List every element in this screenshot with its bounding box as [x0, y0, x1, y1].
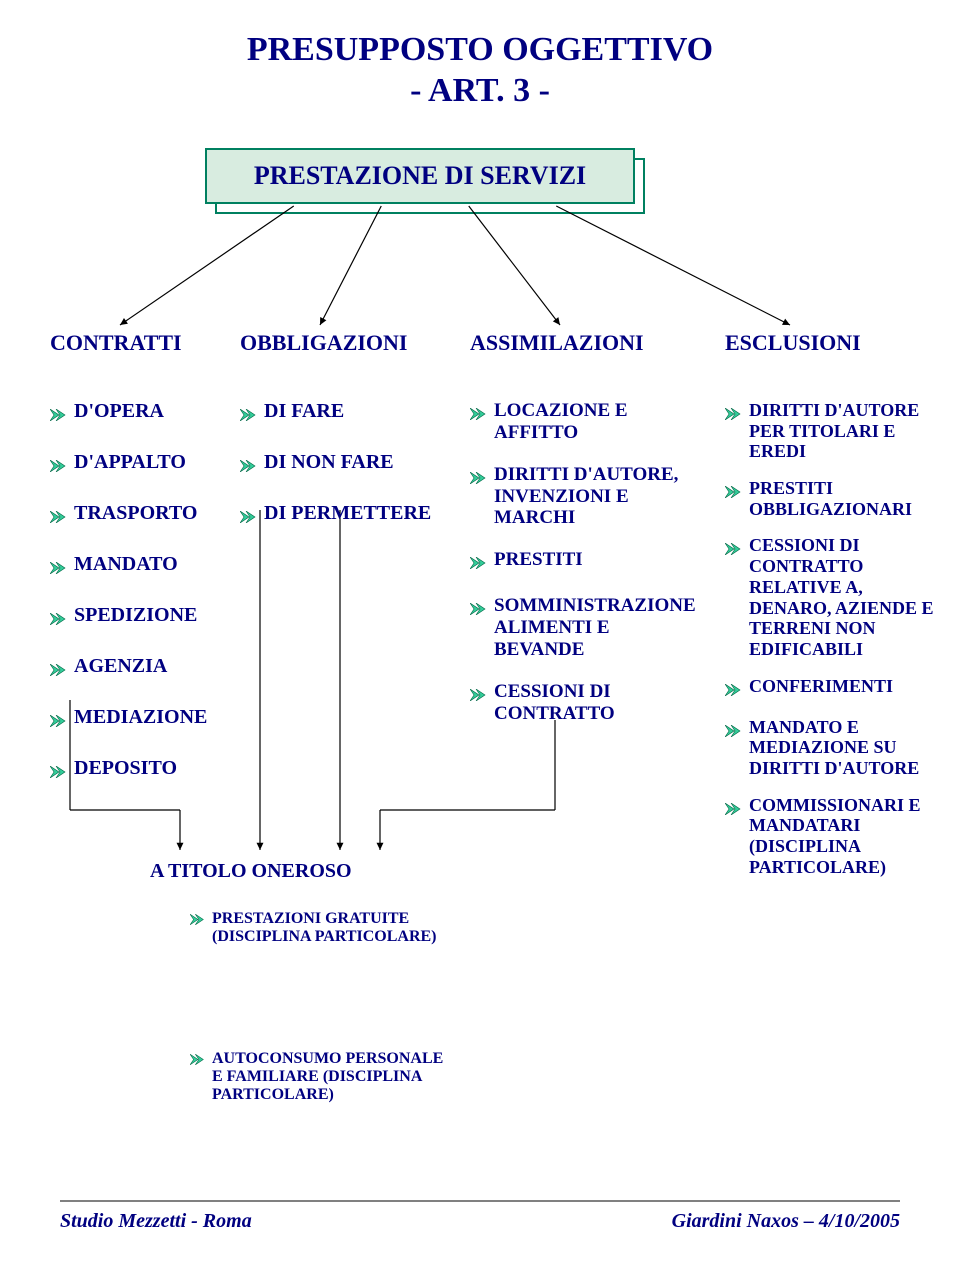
- footer-divider: [60, 1200, 900, 1202]
- chevron-icon: [190, 914, 206, 925]
- item-assimilazioni-2: PRESTITI: [470, 549, 700, 575]
- chevron-icon: [470, 557, 488, 569]
- item-assimilazioni-1: DIRITTI D'AUTORE, INVENZIONI E MARCHI: [470, 464, 700, 530]
- item-text: AGENZIA: [74, 655, 167, 678]
- item-esclusioni-3: CONFERIMENTI: [725, 676, 945, 701]
- chevron-icon: [470, 603, 488, 615]
- item-contratti-7: DEPOSITO: [50, 757, 220, 784]
- item-text: DI FARE: [264, 400, 344, 423]
- chevron-icon: [50, 664, 68, 676]
- col-header-assimilazioni: ASSIMILAZIONI: [470, 330, 644, 356]
- chevron-icon: [190, 1054, 206, 1065]
- item-text: PRESTITI OBBLIGAZIONARI: [749, 478, 945, 519]
- chevron-icon: [50, 766, 68, 778]
- chevron-icon: [725, 543, 743, 555]
- chevron-icon: [50, 409, 68, 421]
- item-text: MEDIAZIONE: [74, 706, 207, 729]
- sub-text: PRESTAZIONI GRATUITE (DISCIPLINA PARTICO…: [212, 910, 440, 946]
- col-list-esclusioni: DIRITTI D'AUTORE PER TITOLARI E EREDI PR…: [725, 400, 945, 893]
- item-contratti-2: TRASPORTO: [50, 502, 220, 529]
- chevron-icon: [240, 460, 258, 472]
- item-assimilazioni-0: LOCAZIONE E AFFITTO: [470, 400, 700, 444]
- chevron-icon: [725, 486, 743, 498]
- item-contratti-5: AGENZIA: [50, 655, 220, 682]
- item-text: LOCAZIONE E AFFITTO: [494, 400, 700, 444]
- item-text: DEPOSITO: [74, 757, 177, 780]
- item-text: SPEDIZIONE: [74, 604, 197, 627]
- prestazioni-gratuite: PRESTAZIONI GRATUITE (DISCIPLINA PARTICO…: [190, 910, 440, 952]
- footer-right: Giardini Naxos – 4/10/2005: [672, 1210, 900, 1233]
- item-text: D'APPALTO: [74, 451, 186, 474]
- item-text: DIRITTI D'AUTORE, INVENZIONI E MARCHI: [494, 464, 700, 530]
- item-text: CONFERIMENTI: [749, 676, 893, 697]
- chevron-icon: [470, 408, 488, 420]
- item-text: COMMISSIONARI E MANDATARI (DISCIPLINA PA…: [749, 795, 945, 878]
- item-esclusioni-0: DIRITTI D'AUTORE PER TITOLARI E EREDI: [725, 400, 945, 462]
- chevron-icon: [50, 562, 68, 574]
- item-obbligazioni-0: DI FARE: [240, 400, 450, 427]
- item-text: CESSIONI DI CONTRATTO RELATIVE A, DENARO…: [749, 535, 945, 659]
- item-text: MANDATO E MEDIAZIONE SU DIRITTI D'AUTORE: [749, 717, 945, 779]
- item-esclusioni-2: CESSIONI DI CONTRATTO RELATIVE A, DENARO…: [725, 535, 945, 659]
- page-title: PRESUPPOSTO OGGETTIVO - ART. 3 -: [0, 30, 960, 112]
- item-contratti-6: MEDIAZIONE: [50, 706, 220, 733]
- chevron-icon: [725, 803, 743, 815]
- a-titolo-oneroso: A TITOLO ONEROSO: [150, 860, 352, 883]
- item-esclusioni-4: MANDATO E MEDIAZIONE SU DIRITTI D'AUTORE: [725, 717, 945, 779]
- chevron-icon: [470, 472, 488, 484]
- col-header-esclusioni: ESCLUSIONI: [725, 330, 861, 356]
- autoconsumo: AUTOCONSUMO PERSONALE E FAMILIARE (DISCI…: [190, 1050, 450, 1110]
- chevron-icon: [50, 613, 68, 625]
- chevron-icon: [470, 689, 488, 701]
- item-text: DI NON FARE: [264, 451, 394, 474]
- item-obbligazioni-2: DI PERMETTERE: [240, 502, 450, 529]
- item-contratti-0: D'OPERA: [50, 400, 220, 427]
- col-list-obbligazioni: DI FARE DI NON FARE DI PERMETTERE: [240, 400, 450, 553]
- item-text: SOMMINISTRAZIONE ALIMENTI E BEVANDE: [494, 595, 700, 661]
- col-header-contratti: CONTRATTI: [50, 330, 182, 356]
- item-text: CESSIONI DI CONTRATTO: [494, 681, 700, 725]
- sub-text: AUTOCONSUMO PERSONALE E FAMILIARE (DISCI…: [212, 1050, 450, 1104]
- footer-left: Studio Mezzetti - Roma: [60, 1210, 252, 1233]
- col-header-obbligazioni: OBBLIGAZIONI: [240, 330, 408, 356]
- col-list-contratti: D'OPERA D'APPALTO TRASPORTO MANDATO SPED…: [50, 400, 220, 808]
- chevron-icon: [240, 409, 258, 421]
- item-text: DIRITTI D'AUTORE PER TITOLARI E EREDI: [749, 400, 945, 462]
- item-assimilazioni-4: CESSIONI DI CONTRATTO: [470, 681, 700, 725]
- item-esclusioni-1: PRESTITI OBBLIGAZIONARI: [725, 478, 945, 519]
- item-text: TRASPORTO: [74, 502, 197, 525]
- chevron-icon: [240, 511, 258, 523]
- chevron-icon: [725, 725, 743, 737]
- item-obbligazioni-1: DI NON FARE: [240, 451, 450, 478]
- item-contratti-1: D'APPALTO: [50, 451, 220, 478]
- item-text: D'OPERA: [74, 400, 164, 423]
- col-list-assimilazioni: LOCAZIONE E AFFITTO DIRITTI D'AUTORE, IN…: [470, 400, 700, 744]
- item-esclusioni-5: COMMISSIONARI E MANDATARI (DISCIPLINA PA…: [725, 795, 945, 878]
- chevron-icon: [725, 408, 743, 420]
- root-box: PRESTAZIONE DI SERVIZI: [205, 148, 635, 204]
- item-contratti-3: MANDATO: [50, 553, 220, 580]
- item-assimilazioni-3: SOMMINISTRAZIONE ALIMENTI E BEVANDE: [470, 595, 700, 661]
- chevron-icon: [50, 715, 68, 727]
- chevron-icon: [725, 684, 743, 696]
- chevron-icon: [50, 511, 68, 523]
- item-contratti-4: SPEDIZIONE: [50, 604, 220, 631]
- item-text: MANDATO: [74, 553, 178, 576]
- item-text: DI PERMETTERE: [264, 502, 431, 525]
- item-text: PRESTITI: [494, 549, 583, 571]
- a-titolo-label: A TITOLO ONEROSO: [150, 860, 352, 882]
- root-label: PRESTAZIONE DI SERVIZI: [254, 161, 586, 191]
- chevron-icon: [50, 460, 68, 472]
